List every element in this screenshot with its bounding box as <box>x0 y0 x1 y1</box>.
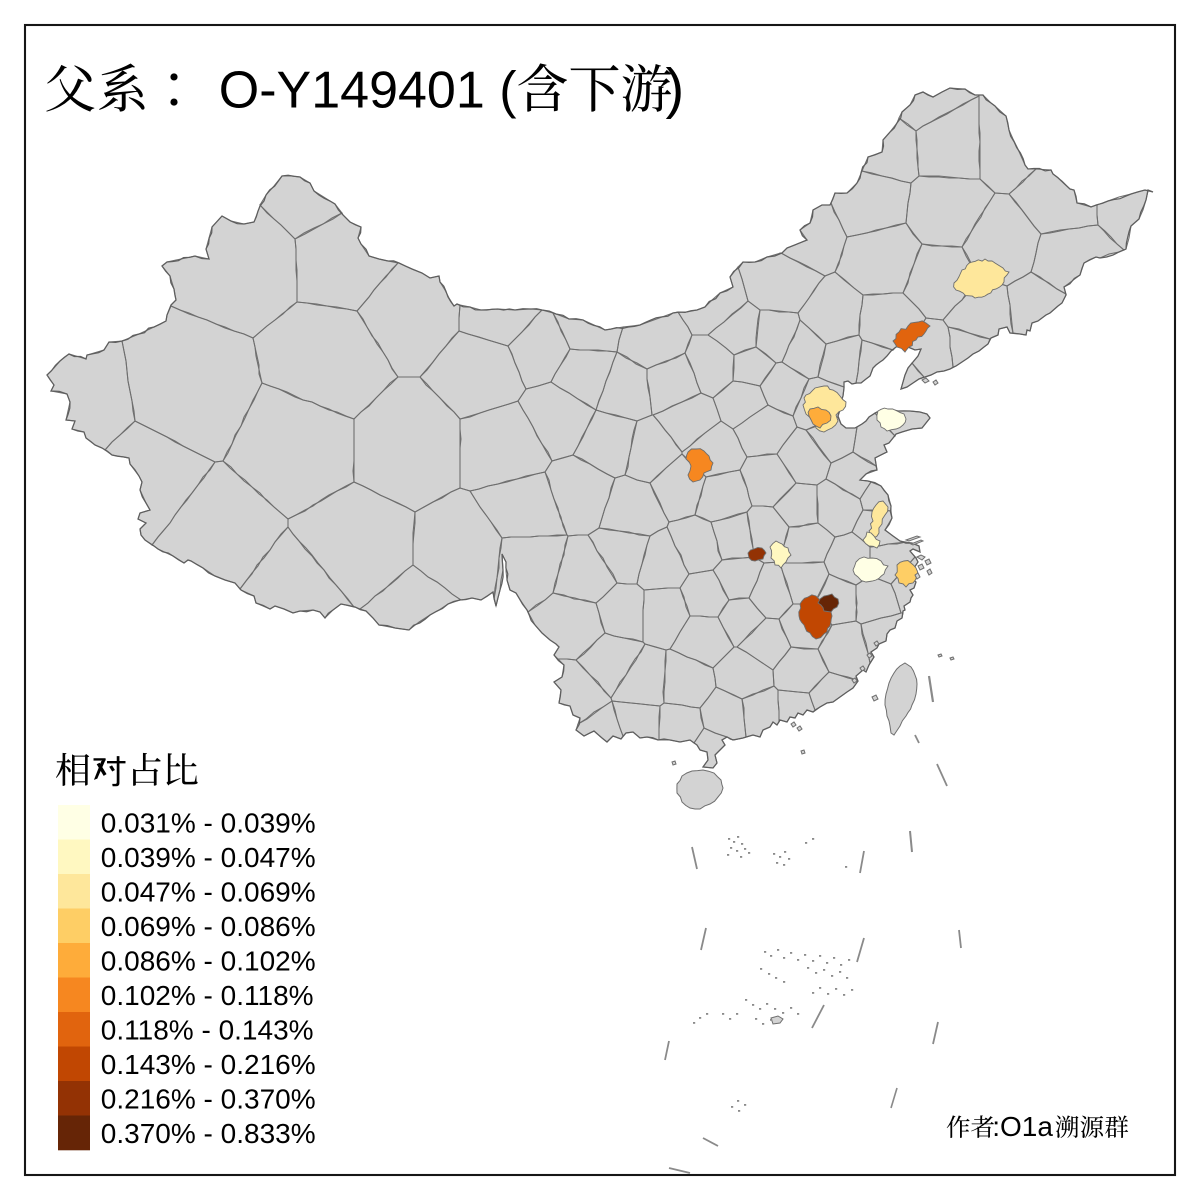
svg-text:0.086% - 0.102%: 0.086% - 0.102% <box>101 946 316 977</box>
svg-text:0.102% - 0.118%: 0.102% - 0.118% <box>101 980 314 1011</box>
svg-text::O1a: :O1a <box>992 1111 1053 1142</box>
svg-text:0.118% - 0.143%: 0.118% - 0.143% <box>101 1015 314 1046</box>
svg-text:O-Y149401 (: O-Y149401 ( <box>219 62 517 120</box>
svg-text:0.039% - 0.047%: 0.039% - 0.047% <box>101 842 316 873</box>
svg-text:0.370% - 0.833%: 0.370% - 0.833% <box>101 1118 316 1149</box>
svg-text:): ) <box>666 57 685 120</box>
svg-text:0.143% - 0.216%: 0.143% - 0.216% <box>101 1049 316 1080</box>
svg-text:0.031% - 0.039%: 0.031% - 0.039% <box>101 808 316 839</box>
svg-text:0.047% - 0.069%: 0.047% - 0.069% <box>101 877 316 908</box>
svg-text:0.216% - 0.370%: 0.216% - 0.370% <box>101 1084 316 1115</box>
svg-text:0.069% - 0.086%: 0.069% - 0.086% <box>101 911 316 942</box>
